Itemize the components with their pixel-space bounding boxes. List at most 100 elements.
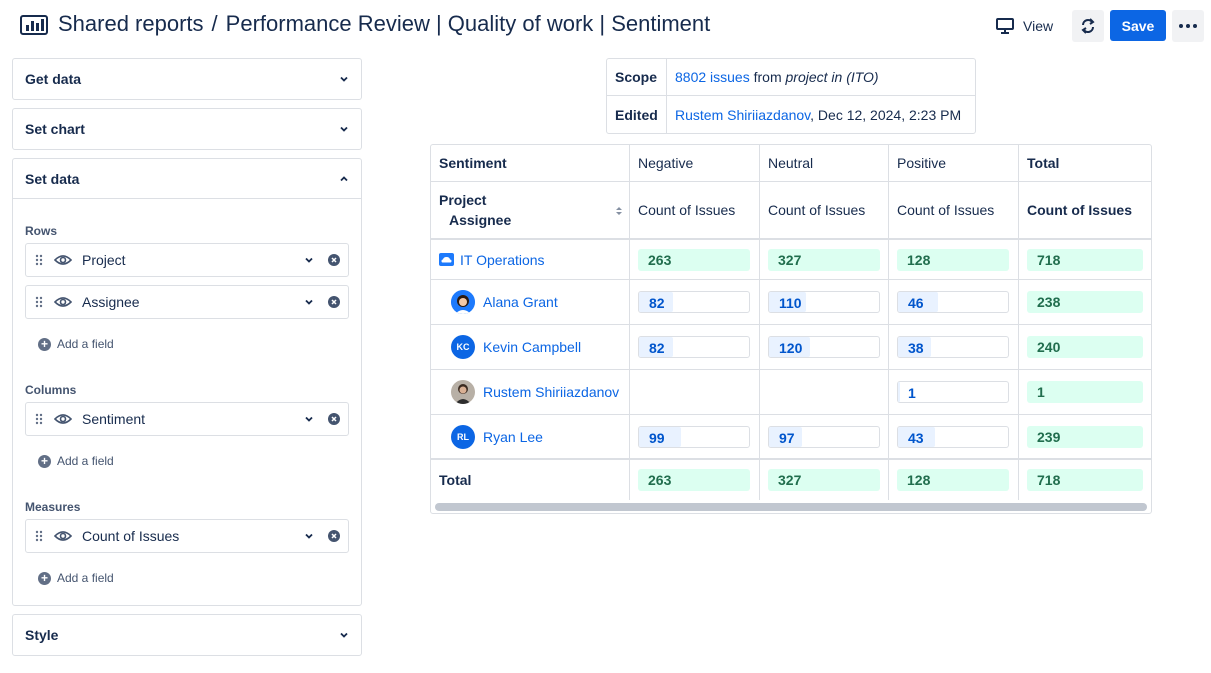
set-chart-panel: Set chart (12, 108, 362, 150)
remove-field-icon[interactable] (328, 530, 340, 542)
value-bar[interactable]: 99 (638, 425, 750, 448)
value-bar[interactable]: 43 (897, 425, 1009, 448)
assignee-link[interactable]: Kevin Campbell (483, 339, 582, 355)
set-chart-header[interactable]: Set chart (13, 109, 361, 149)
style-header[interactable]: Style (13, 615, 361, 655)
assignee-link[interactable]: Rustem Shiriiazdanov (483, 384, 620, 400)
avatar-illustration-icon (451, 290, 475, 314)
value-bar[interactable]: 1 (897, 381, 1009, 403)
value-bar[interactable]: 82 (638, 336, 750, 358)
remove-field-icon[interactable] (328, 254, 340, 266)
more-options-button[interactable] (1172, 10, 1204, 42)
header-row-columns: Sentiment Negative Neutral Positive Tota… (431, 145, 1151, 182)
view-button[interactable]: View (990, 11, 1059, 41)
editor-link[interactable]: Rustem Shiriiazdanov (675, 106, 811, 123)
chevron-down-icon[interactable] (304, 255, 314, 265)
save-button[interactable]: Save (1110, 10, 1166, 41)
value-bar-fill (898, 337, 931, 357)
col-header-neutral[interactable]: Neutral (760, 145, 889, 181)
value-bar[interactable]: 120 (768, 336, 880, 358)
add-column-field-button[interactable]: + Add a field (13, 451, 139, 471)
value-bar[interactable]: 38 (897, 336, 1009, 358)
col-header-total[interactable]: Total (1027, 155, 1060, 171)
drag-handle-icon[interactable] (34, 295, 44, 309)
sort-icon[interactable] (615, 205, 623, 217)
value-cell-empty (760, 370, 889, 414)
table-row-assignee: Rustem Shiriiazdanov 1 1 (431, 370, 1151, 415)
project-link[interactable]: IT Operations (460, 251, 545, 268)
horizontal-scrollbar[interactable] (435, 503, 1147, 511)
table-row-total: Total 263 327 128 718 (431, 460, 1151, 500)
chevron-down-icon[interactable] (304, 531, 314, 541)
value-cell: 327 (760, 240, 889, 279)
remove-field-icon[interactable] (328, 413, 340, 425)
value-bar[interactable]: 1 (1027, 381, 1143, 403)
value-bar[interactable]: 263 (638, 248, 750, 271)
drag-handle-icon[interactable] (34, 253, 44, 267)
value-bar[interactable]: 97 (768, 425, 880, 448)
assignee-link[interactable]: Ryan Lee (483, 428, 543, 445)
eye-icon[interactable] (54, 253, 72, 267)
pivot-table: Sentiment Negative Neutral Positive Tota… (430, 144, 1152, 514)
value-bar[interactable]: 327 (768, 248, 880, 271)
row-headers[interactable]: Project Assignee (431, 182, 630, 238)
set-data-panel: Set data Rows Project Assignee + Add a f… (12, 158, 362, 606)
row-field-assignee[interactable]: Assignee (25, 285, 349, 319)
value-number: 46 (908, 295, 924, 311)
value-cell: 263 (630, 460, 760, 500)
assignee-cell: KC Kevin Campbell (431, 325, 630, 369)
value-bar[interactable]: 128 (897, 248, 1009, 271)
issues-link[interactable]: 8802 issues (675, 69, 750, 85)
drag-handle-icon[interactable] (34, 529, 44, 543)
measure-field-label: Count of Issues (82, 528, 180, 544)
value-cell: 718 (1019, 240, 1151, 279)
value-bar[interactable]: 46 (897, 291, 1009, 313)
column-field-label: Sentiment (82, 411, 146, 427)
value-number: 240 (1037, 339, 1061, 355)
drag-handle-icon[interactable] (34, 412, 44, 426)
breadcrumb-separator: / (211, 11, 218, 36)
avatar (451, 380, 475, 404)
remove-field-icon[interactable] (328, 296, 340, 308)
value-bar[interactable]: 110 (768, 291, 880, 313)
report-title: Performance Review | Quality of work | S… (225, 11, 711, 36)
breadcrumb-shared-reports[interactable]: Shared reports (58, 11, 204, 36)
chevron-down-icon[interactable] (304, 414, 314, 424)
value-cell: 239 (1019, 415, 1151, 458)
chevron-up-icon (340, 175, 348, 181)
refresh-button[interactable] (1072, 10, 1104, 42)
value-cell-empty (630, 370, 760, 414)
value-bar[interactable]: 238 (1027, 291, 1143, 313)
col-header-positive[interactable]: Positive (889, 145, 1019, 181)
eye-icon[interactable] (54, 412, 72, 426)
assignee-link[interactable]: Alana Grant (483, 294, 558, 310)
value-number: 718 (1037, 472, 1061, 488)
row-field-project[interactable]: Project (25, 243, 349, 277)
add-row-field-button[interactable]: + Add a field (13, 334, 139, 354)
eye-icon[interactable] (54, 295, 72, 309)
table-row-assignee: KC Kevin Campbell 82 120 38 240 (431, 325, 1151, 370)
value-bar[interactable]: 718 (1027, 248, 1143, 271)
value-bar[interactable]: 82 (638, 291, 750, 313)
column-field-sentiment[interactable]: Sentiment (25, 402, 349, 436)
measure-field-count[interactable]: Count of Issues (25, 519, 349, 553)
get-data-header[interactable]: Get data (13, 59, 361, 99)
value-bar[interactable]: 128 (897, 469, 1009, 491)
value-bar[interactable]: 718 (1027, 469, 1143, 491)
set-data-header[interactable]: Set data (13, 159, 361, 199)
add-measure-field-button[interactable]: + Add a field (13, 568, 139, 588)
chevron-down-icon[interactable] (304, 297, 314, 307)
col-header-negative[interactable]: Negative (630, 145, 760, 181)
chevron-down-icon (340, 76, 348, 82)
measure-header: Count of Issues (760, 182, 889, 238)
value-bar[interactable]: 239 (1027, 425, 1143, 448)
assignee-cell: Alana Grant (431, 280, 630, 324)
eye-icon[interactable] (54, 529, 72, 543)
value-bar[interactable]: 327 (768, 469, 880, 491)
plus-icon: + (38, 454, 51, 468)
value-bar[interactable]: 240 (1027, 336, 1143, 358)
plus-icon: + (38, 571, 51, 585)
value-number: 263 (648, 251, 672, 268)
avatar: RL (451, 424, 475, 449)
value-bar[interactable]: 263 (638, 469, 750, 491)
